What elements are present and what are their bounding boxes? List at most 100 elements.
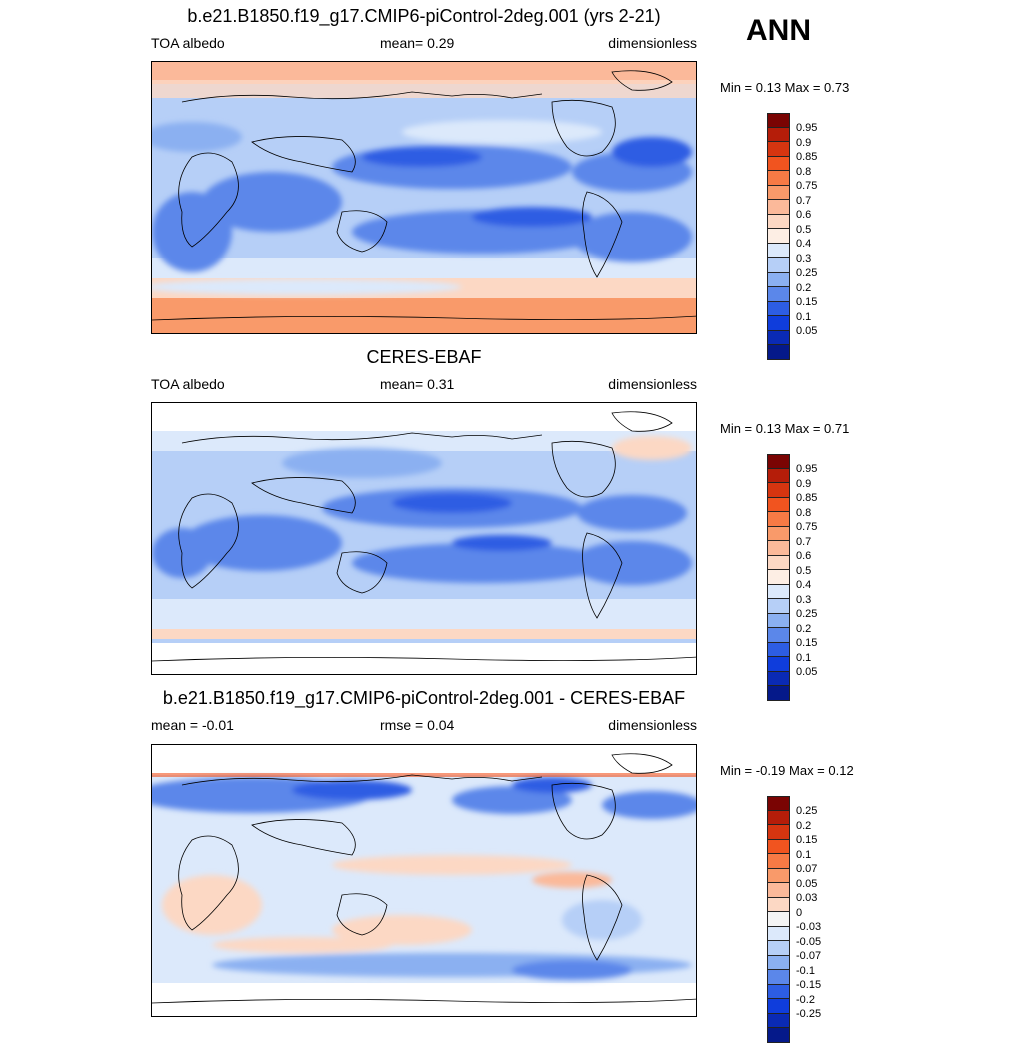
colorbar-tick-label: -0.1: [796, 964, 815, 977]
colorbar-tick-label: 0.7: [796, 535, 812, 548]
colorbar-swatch: [767, 854, 790, 869]
colorbar-swatch: [767, 926, 790, 941]
colorbar-tick-label: 0.4: [796, 238, 812, 250]
colorbar-swatch: [767, 243, 790, 258]
panel2-map: [151, 402, 697, 675]
colorbar-swatch: [767, 316, 790, 331]
colorbar-swatch: [767, 584, 790, 599]
colorbar-tick-label: 0.25: [796, 267, 818, 279]
colorbar-tick-label: 0.5: [796, 564, 812, 577]
colorbar-swatch: [767, 839, 790, 854]
colorbar-swatch: [767, 200, 790, 215]
colorbar-tick-label: 0.75: [796, 180, 818, 192]
colorbar-swatch: [767, 468, 790, 483]
colorbar-tick-label: 0.95: [796, 463, 818, 475]
panel3-rmse-label: rmse = 0.04: [380, 717, 455, 733]
panel1-variable-label: TOA albedo: [151, 35, 225, 51]
colorbar-tick-label: -0.2: [796, 993, 815, 1006]
colorbar-tick-label: -0.25: [796, 1008, 822, 1020]
colorbar-tick-label: -0.03: [796, 921, 822, 933]
panel2-mean-label: mean= 0.31: [380, 376, 455, 392]
colorbar-swatch: [767, 301, 790, 316]
colorbar-swatch: [767, 287, 790, 302]
colorbar-swatch: [767, 185, 790, 200]
colorbar-tick-label: 0.8: [796, 165, 812, 178]
colorbar-swatch: [767, 613, 790, 628]
colorbar-tick-label: 0.3: [796, 252, 812, 265]
colorbar-tick-label: 0.9: [796, 477, 812, 490]
colorbar-tick-label: 0.2: [796, 622, 812, 635]
panel1-map-contours: [152, 62, 696, 333]
colorbar-swatch: [767, 541, 790, 556]
colorbar-swatch: [767, 156, 790, 171]
colorbar-swatch: [767, 984, 790, 999]
panel1-minmax: Min = 0.13 Max = 0.73: [720, 80, 850, 95]
panel2-colorbar: [767, 454, 790, 701]
colorbar-swatch: [767, 214, 790, 229]
panel3-minmax: Min = -0.19 Max = 0.12: [720, 763, 854, 778]
colorbar-swatch: [767, 1028, 790, 1043]
panel3-map: [151, 744, 697, 1017]
colorbar-tick-label: 0.05: [796, 325, 818, 337]
panel1-map: [151, 61, 697, 334]
colorbar-tick-label: 0.1: [796, 651, 812, 664]
panel1-title: b.e21.B1850.f19_g17.CMIP6-piControl-2deg…: [187, 6, 661, 26]
colorbar-swatch: [767, 686, 790, 701]
colorbar-tick-label: 0.6: [796, 209, 812, 221]
panel2-minmax: Min = 0.13 Max = 0.71: [720, 421, 850, 436]
colorbar-swatch: [767, 113, 790, 128]
colorbar-swatch: [767, 512, 790, 527]
colorbar-swatch: [767, 454, 790, 469]
colorbar-tick-label: -0.05: [796, 935, 822, 948]
colorbar-swatch: [767, 345, 790, 360]
colorbar-swatch: [767, 825, 790, 840]
panel2-title: CERES-EBAF: [366, 347, 482, 367]
panel2-variable-label: TOA albedo: [151, 376, 225, 392]
colorbar-tick-label: 0.2: [796, 819, 812, 832]
colorbar-tick-label: 0.05: [796, 877, 818, 890]
colorbar-tick-label: 0.03: [796, 892, 818, 904]
colorbar-tick-label: 0.25: [796, 608, 818, 620]
colorbar-swatch: [767, 330, 790, 345]
colorbar-swatch: [767, 883, 790, 898]
colorbar-swatch: [767, 258, 790, 273]
colorbar-tick-label: 0.07: [796, 863, 818, 875]
colorbar-tick-label: 0.95: [796, 122, 818, 134]
colorbar-tick-label: 0.5: [796, 223, 812, 236]
panel3-units-label: dimensionless: [608, 717, 697, 733]
colorbar-swatch: [767, 229, 790, 244]
colorbar-swatch: [767, 570, 790, 585]
panel2-map-contours: [152, 403, 696, 674]
colorbar-swatch: [767, 810, 790, 825]
colorbar-tick-label: 0.15: [796, 834, 818, 846]
colorbar-tick-label: 0.1: [796, 848, 812, 861]
panel3-colorbar: [767, 796, 790, 1043]
colorbar-tick-label: 0.1: [796, 310, 812, 323]
colorbar-swatch: [767, 171, 790, 186]
colorbar-tick-label: 0.4: [796, 579, 812, 591]
panel3-map-contours: [152, 745, 696, 1016]
colorbar-swatch: [767, 941, 790, 956]
panel1-units-label: dimensionless: [608, 35, 697, 51]
colorbar-swatch: [767, 1013, 790, 1028]
colorbar-tick-label: 0.15: [796, 296, 818, 308]
colorbar-swatch: [767, 955, 790, 970]
colorbar-tick-label: 0.6: [796, 550, 812, 562]
colorbar-tick-label: 0.85: [796, 492, 818, 504]
panel3-mean-label: mean = -0.01: [151, 717, 234, 733]
colorbar-tick-label: 0.8: [796, 506, 812, 519]
colorbar-swatch: [767, 272, 790, 287]
colorbar-swatch: [767, 657, 790, 672]
colorbar-swatch: [767, 796, 790, 811]
panel1-mean-label: mean= 0.29: [380, 35, 455, 51]
colorbar-swatch: [767, 912, 790, 927]
colorbar-swatch: [767, 599, 790, 614]
colorbar-swatch: [767, 970, 790, 985]
colorbar-tick-label: 0.2: [796, 281, 812, 294]
colorbar-tick-label: -0.07: [796, 950, 822, 962]
colorbar-tick-label: -0.15: [796, 979, 822, 991]
season-label: ANN: [746, 14, 811, 47]
colorbar-tick-label: 0.75: [796, 521, 818, 533]
colorbar-swatch: [767, 526, 790, 541]
colorbar-swatch: [767, 999, 790, 1014]
